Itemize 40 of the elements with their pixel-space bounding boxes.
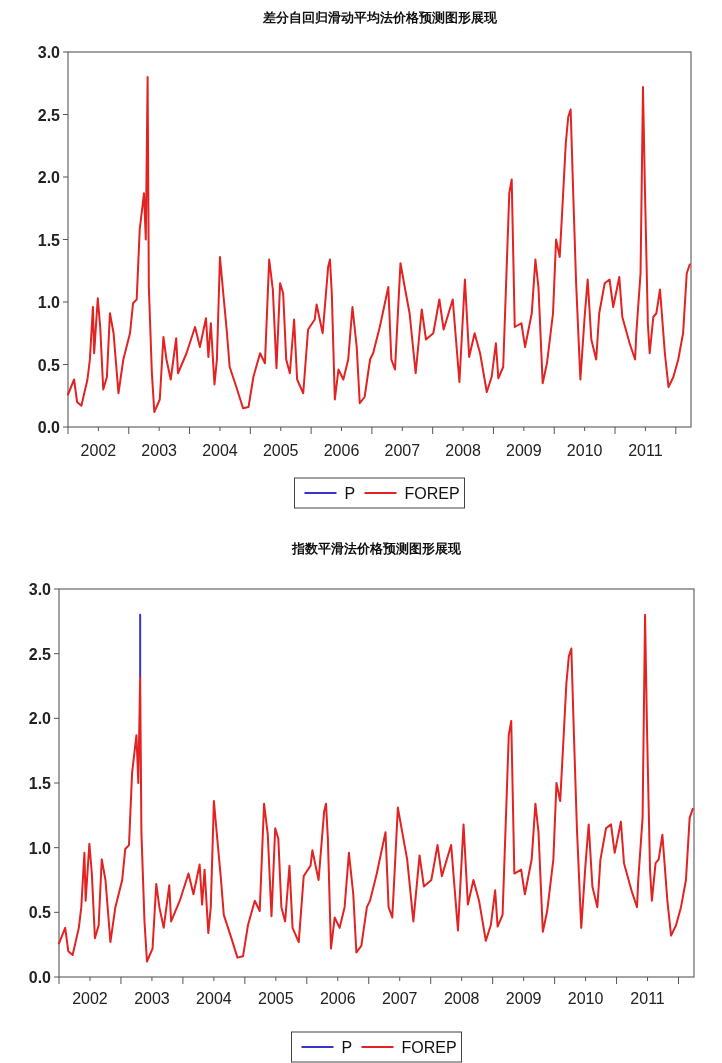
x-tick-label: 2011 bbox=[630, 990, 665, 1007]
y-tick-label: 1.5 bbox=[28, 775, 52, 792]
y-tick-label: 3.0 bbox=[28, 581, 52, 598]
y-tick-label: 3.0 bbox=[37, 44, 61, 61]
legend-label: P bbox=[341, 1039, 353, 1056]
x-tick-label: 2002 bbox=[72, 990, 108, 1007]
x-tick-label: 2008 bbox=[443, 990, 480, 1007]
x-tick-label: 2009 bbox=[506, 442, 542, 459]
chart-title: 指数平滑法价格预测图形展现 bbox=[291, 541, 462, 556]
y-tick-label: 0.0 bbox=[28, 969, 52, 986]
y-tick-label: 0.5 bbox=[37, 356, 61, 374]
legend-label: FOREP bbox=[401, 1039, 457, 1056]
y-tick-label: 2.5 bbox=[37, 106, 61, 124]
x-tick-label: 2002 bbox=[80, 442, 117, 459]
x-tick-label: 2004 bbox=[196, 990, 232, 1007]
chart-title: 差分自回归滑动平均法价格预测图形展现 bbox=[261, 10, 498, 25]
x-tick-label: 2010 bbox=[567, 990, 604, 1007]
legend-label: P bbox=[344, 485, 356, 502]
x-tick-label: 2005 bbox=[262, 442, 299, 459]
y-tick-label: 1.0 bbox=[28, 839, 52, 857]
y-tick-label: 2.0 bbox=[28, 710, 52, 728]
x-tick-label: 2010 bbox=[566, 442, 603, 459]
x-tick-label: 2007 bbox=[381, 990, 418, 1007]
y-tick-label: 0.0 bbox=[37, 419, 61, 436]
x-tick-label: 2006 bbox=[319, 990, 356, 1007]
x-tick-label: 2003 bbox=[134, 990, 170, 1007]
x-tick-label: 2009 bbox=[505, 990, 542, 1007]
x-tick-label: 2005 bbox=[258, 990, 294, 1007]
x-tick-label: 2006 bbox=[323, 442, 360, 459]
y-tick-label: 2.5 bbox=[28, 645, 52, 663]
x-tick-label: 2004 bbox=[202, 442, 238, 459]
legend-label: FOREP bbox=[404, 485, 460, 502]
x-tick-label: 2007 bbox=[384, 442, 421, 459]
x-tick-label: 2008 bbox=[445, 442, 481, 459]
y-tick-label: 2.0 bbox=[37, 169, 61, 186]
x-tick-label: 2011 bbox=[628, 442, 663, 459]
y-tick-label: 0.5 bbox=[28, 904, 52, 922]
y-tick-label: 1.5 bbox=[37, 231, 61, 249]
y-tick-label: 1.0 bbox=[37, 294, 61, 311]
x-tick-label: 2003 bbox=[141, 442, 178, 459]
